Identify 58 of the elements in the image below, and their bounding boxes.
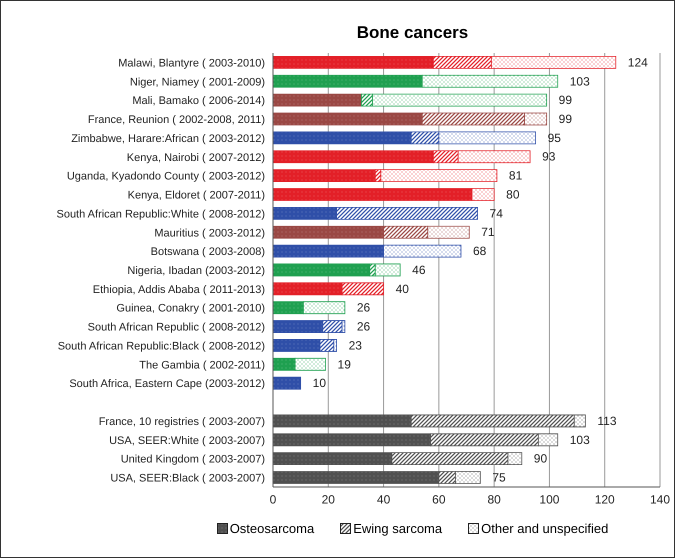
- y-tick-label: Mali, Bamako ( 2006-2014): [132, 95, 265, 108]
- total-label: 19: [338, 357, 352, 372]
- total-label: 26: [356, 300, 371, 315]
- total-label: 75: [492, 470, 506, 485]
- total-label: 23: [348, 338, 362, 352]
- total-label: 10: [312, 376, 326, 390]
- total-label: 80: [506, 187, 520, 202]
- total-label: 46: [412, 262, 426, 277]
- bar: [273, 376, 302, 390]
- y-tick-label: Botswana ( 2003-2008): [150, 246, 265, 258]
- x-tick-label: 120: [594, 492, 616, 507]
- x-tick-label: 100: [539, 492, 560, 507]
- total-label: 90: [534, 452, 548, 466]
- total-label: 124: [628, 55, 648, 70]
- y-tick-label: Kenya, Nairobi ( 2007-2012): [126, 152, 265, 164]
- total-label: 40: [396, 282, 410, 296]
- y-tick-label: South Africa, Eastern Cape (2003-2012): [69, 378, 265, 390]
- y-tick-label: USA, SEER:Black ( 2003-2007): [110, 472, 265, 485]
- x-tick-label: 20: [322, 492, 336, 507]
- y-tick-label: France, 10 registries ( 2003-2007): [98, 416, 265, 428]
- total-label: 74: [490, 206, 504, 220]
- legend-label: Osteosarcoma: [230, 521, 314, 536]
- y-tick-label: The Gambia ( 2002-2011): [139, 359, 265, 372]
- y-tick-label: France, Reunion ( 2002-2008, 2011): [88, 114, 265, 126]
- legend-label: Other and unspecified: [481, 521, 608, 536]
- y-tick-label: South African Republic:Black ( 2008-2012): [58, 340, 265, 352]
- y-tick-label: South African Republic:White ( 2008-2012): [56, 208, 265, 220]
- total-label: 113: [597, 414, 617, 428]
- total-label: 93: [542, 150, 556, 164]
- y-tick-label: United Kingdom ( 2003-2007): [120, 454, 265, 466]
- x-tick-label: 80: [487, 492, 502, 507]
- y-tick-label: Kenya, Eldoret ( 2007-2011): [128, 190, 265, 202]
- x-tick-label: 0: [270, 492, 277, 507]
- total-label: 99: [558, 93, 572, 108]
- y-tick-label: Mauritius ( 2003-2012): [154, 227, 265, 240]
- total-label: 99: [558, 112, 572, 126]
- total-label: 81: [508, 168, 523, 183]
- total-label: 95: [548, 130, 562, 145]
- y-tick-label: Ethiopia, Addis Ababa ( 2011-2013): [92, 284, 265, 296]
- y-tick-label: Zimbabwe, Harare:African ( 2003-2012): [71, 132, 265, 145]
- y-tick-label: Nigeria, Ibadan (2003-2012): [127, 265, 265, 277]
- y-tick-label: Malawi, Blantyre ( 2003-2010): [118, 57, 265, 70]
- x-tick-label: 40: [376, 492, 391, 507]
- x-tick-label: 140: [650, 492, 670, 507]
- total-label: 26: [356, 320, 371, 334]
- total-label: 103: [570, 74, 590, 88]
- total-label: 68: [472, 244, 487, 258]
- bar: [273, 94, 362, 107]
- y-tick-label: USA, SEER:White ( 2003-2007): [109, 434, 265, 447]
- total-label: 71: [481, 225, 495, 240]
- y-tick-label: Guinea, Conakry ( 2001-2010): [116, 302, 265, 315]
- total-label: 103: [570, 432, 590, 447]
- y-tick-label: South African Republic ( 2008-2012): [88, 322, 265, 334]
- legend-label: Ewing sarcoma: [353, 521, 442, 536]
- y-tick-label: Uganda, Kyadondo County ( 2003-2012): [66, 170, 265, 183]
- x-tick-label: 60: [432, 492, 446, 507]
- chart-title: Bone cancers: [356, 23, 470, 44]
- y-tick-label: Niger, Niamey ( 2001-2009): [130, 76, 265, 88]
